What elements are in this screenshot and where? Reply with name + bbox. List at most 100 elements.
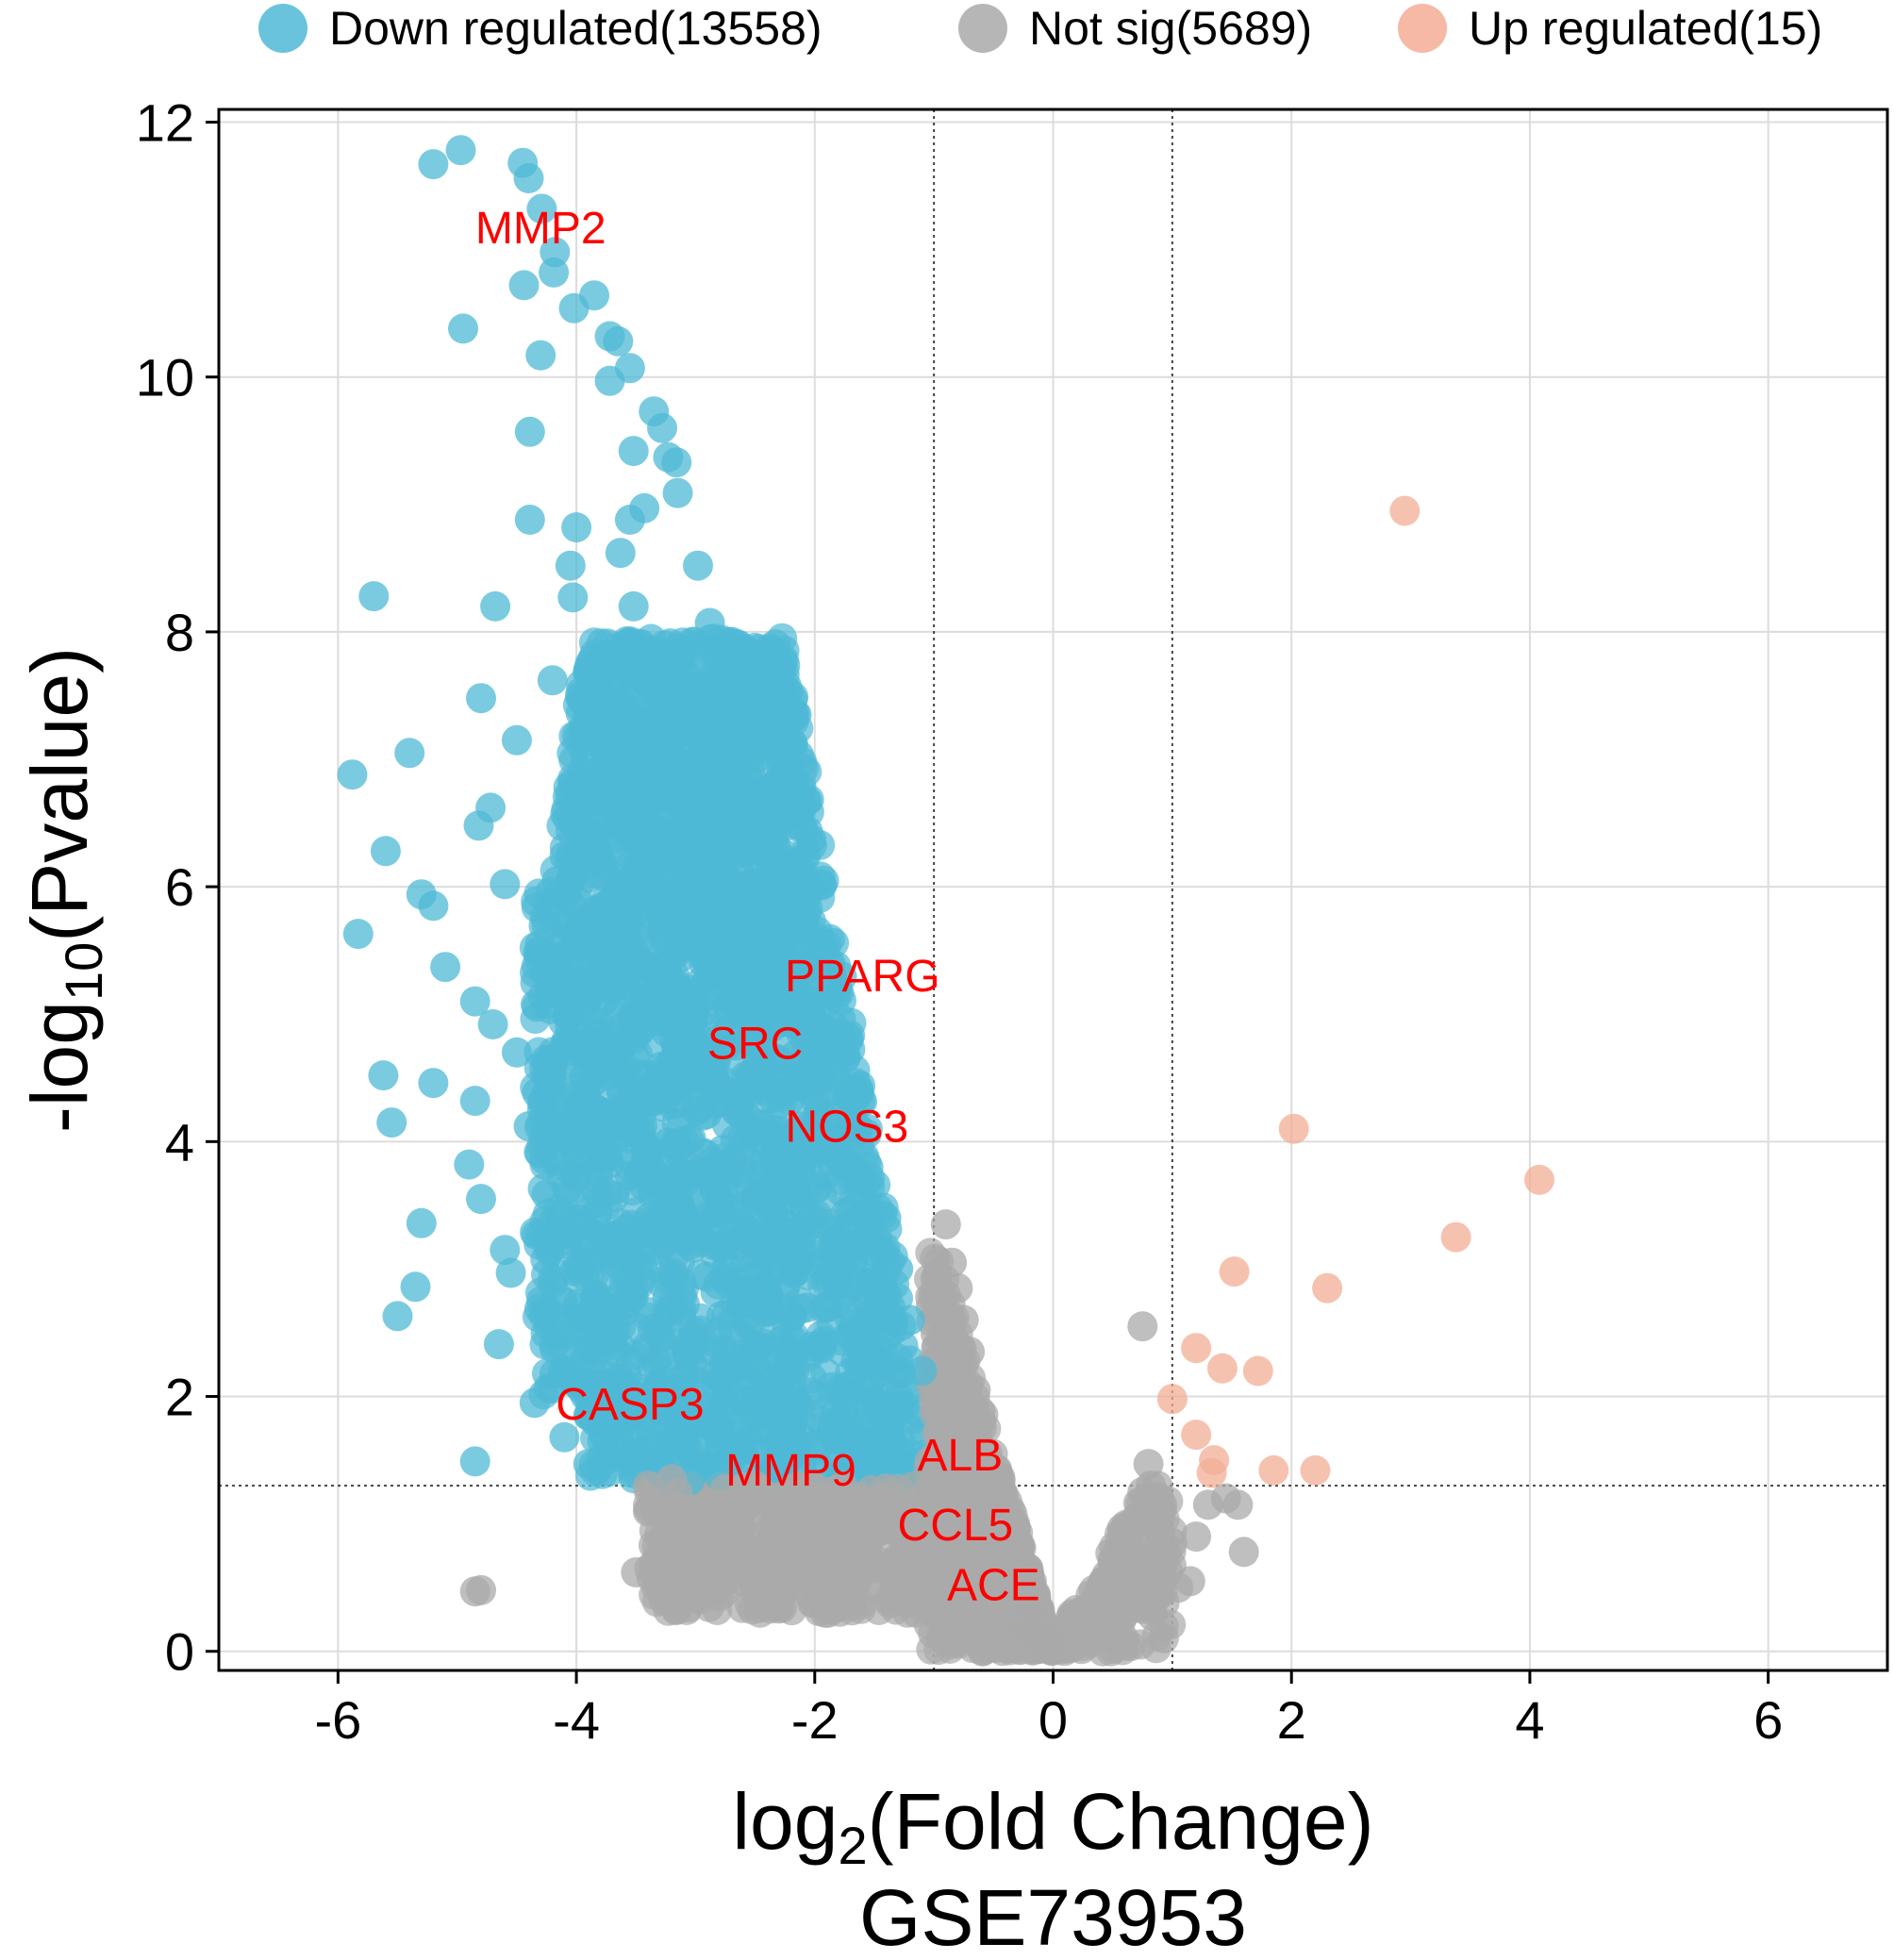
- not-significant-point: [744, 1597, 775, 1628]
- down-regulated-point: [707, 1135, 739, 1166]
- down-regulated-point: [871, 1203, 902, 1234]
- down-regulated-point: [720, 975, 751, 1006]
- up-regulated-point: [1524, 1164, 1554, 1195]
- down-regulated-point: [734, 1386, 765, 1417]
- down-regulated-point: [811, 1394, 842, 1425]
- x-tick-label: 6: [1753, 1690, 1783, 1750]
- up-regulated-point: [1440, 1221, 1471, 1253]
- down-regulated-point: [551, 1025, 582, 1056]
- down-regulated-point: [535, 1048, 566, 1079]
- down-regulated-point: [777, 778, 808, 808]
- down-regulated-point: [466, 1184, 496, 1215]
- down-regulated-point: [691, 1099, 723, 1130]
- x-tick-label: 2: [1277, 1690, 1306, 1750]
- not-significant-point: [942, 1272, 973, 1304]
- down-regulated-point: [656, 879, 687, 910]
- down-regulated-point: [477, 1009, 508, 1039]
- down-regulated-point: [552, 1173, 583, 1204]
- down-regulated-point: [400, 1271, 431, 1303]
- down-regulated-point: [699, 1368, 730, 1399]
- down-regulated-point: [662, 1033, 692, 1064]
- down-regulated-point: [711, 862, 742, 893]
- down-regulated-point: [658, 1262, 689, 1293]
- down-regulated-point: [757, 821, 789, 852]
- down-regulated-point: [358, 581, 390, 612]
- down-regulated-point: [776, 695, 807, 726]
- down-regulated-point: [617, 1383, 647, 1414]
- down-regulated-point: [704, 911, 735, 941]
- y-tick-label: 4: [165, 1112, 194, 1171]
- not-significant-point: [1127, 1311, 1158, 1342]
- down-regulated-point: [614, 505, 645, 535]
- down-regulated-point: [382, 1301, 413, 1332]
- gene-label-alb: ALB: [918, 1431, 1004, 1481]
- down-regulated-point: [712, 1268, 743, 1299]
- down-regulated-point: [626, 629, 657, 660]
- down-regulated-point: [660, 1136, 691, 1167]
- y-axis-title: -log10(Pvalue): [15, 647, 113, 1133]
- down-regulated-point: [788, 909, 819, 940]
- down-regulated-point: [577, 897, 608, 928]
- down-regulated-point: [514, 416, 545, 447]
- down-regulated-point: [624, 807, 656, 839]
- not-significant-point: [680, 1515, 711, 1546]
- down-regulated-point: [806, 929, 837, 960]
- down-regulated-point: [660, 700, 691, 730]
- down-regulated-point: [555, 550, 586, 581]
- y-axis-title-rest: (Pvalue): [15, 647, 104, 942]
- up-regulated-point: [1181, 1420, 1212, 1451]
- x-axis-title-base: log: [732, 1777, 838, 1866]
- down-regulated-point: [513, 1111, 544, 1142]
- down-regulated-point: [684, 723, 715, 754]
- down-regulated-point: [513, 163, 544, 193]
- down-regulated-point: [699, 1412, 730, 1443]
- up-regulated-point: [1242, 1355, 1273, 1387]
- down-regulated-point: [448, 313, 478, 344]
- down-regulated-point: [621, 1004, 651, 1035]
- not-significant-point: [1136, 1470, 1167, 1502]
- down-regulated-point: [894, 1304, 925, 1336]
- down-regulated-point: [883, 1254, 914, 1285]
- down-regulated-point: [605, 1331, 636, 1362]
- down-regulated-point: [661, 1107, 692, 1138]
- not-significant-point: [960, 1374, 991, 1405]
- down-regulated-point: [671, 1337, 702, 1368]
- down-regulated-point: [762, 955, 793, 987]
- down-regulated-point: [809, 1356, 840, 1387]
- down-regulated-point: [337, 759, 368, 790]
- y-axis-title-subscript: 10: [54, 942, 113, 1001]
- gene-label-nos3: NOS3: [786, 1102, 909, 1152]
- down-regulated-point: [589, 853, 620, 884]
- down-regulated-point: [739, 744, 771, 774]
- down-regulated-point: [619, 1042, 650, 1073]
- down-regulated-point: [519, 1387, 550, 1419]
- y-tick-label: 12: [136, 93, 194, 153]
- down-regulated-point: [709, 1228, 740, 1259]
- down-regulated-point: [806, 1208, 837, 1239]
- down-regulated-point: [418, 1068, 449, 1099]
- gene-label-src: SRC: [707, 1020, 803, 1070]
- down-regulated-point: [663, 1425, 694, 1456]
- down-regulated-point: [584, 689, 615, 721]
- down-regulated-point: [756, 679, 787, 710]
- down-regulated-point: [835, 1439, 866, 1470]
- not-significant-point: [1228, 1536, 1259, 1568]
- down-regulated-point: [537, 1219, 568, 1250]
- data-points: [337, 135, 1554, 1667]
- x-tick-label: -2: [791, 1690, 839, 1750]
- down-regulated-point: [551, 882, 582, 913]
- chart-title: GSE73953: [859, 1873, 1247, 1960]
- down-regulated-point: [480, 590, 511, 622]
- not-significant-point: [1140, 1633, 1171, 1664]
- down-regulated-point: [618, 590, 649, 622]
- down-regulated-point: [376, 1107, 407, 1138]
- y-tick-label: 10: [136, 348, 194, 407]
- down-regulated-point: [560, 1141, 591, 1172]
- x-axis-title-rest: (Fold Change): [868, 1777, 1374, 1866]
- gene-label-pparg: PPARG: [785, 952, 939, 1002]
- not-significant-point: [948, 1304, 979, 1336]
- down-regulated-point: [483, 1329, 514, 1360]
- down-regulated-point: [635, 1353, 666, 1384]
- down-regulated-point: [685, 1315, 716, 1346]
